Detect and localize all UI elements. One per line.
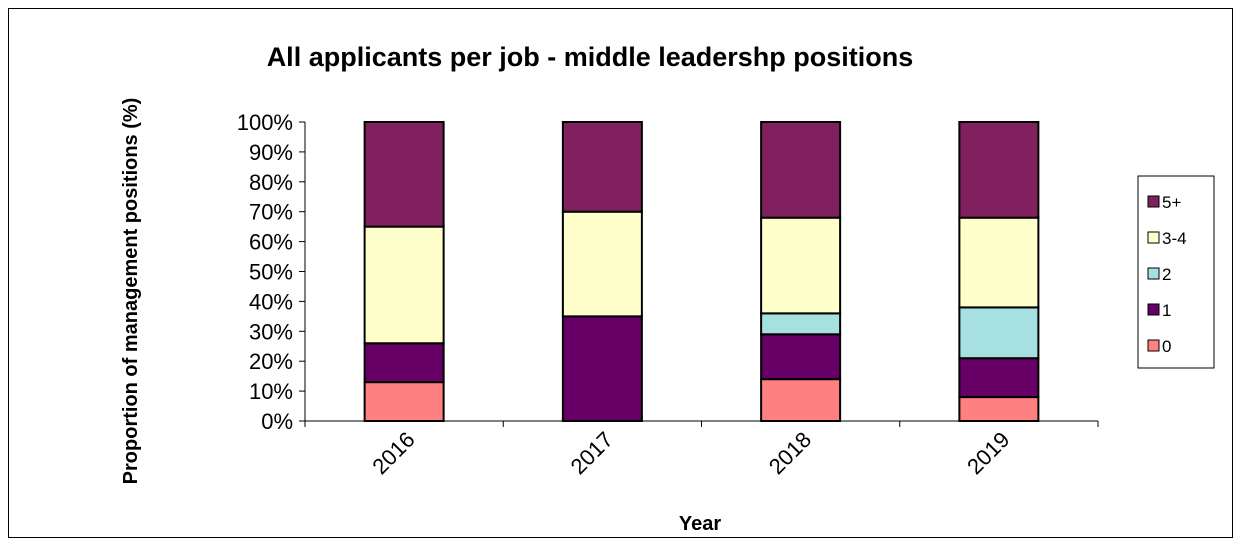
y-axis: 0% 10% 20% 30% 40% 50% 60% 70% 80% 90% 100%: [237, 110, 306, 434]
y-tick-label: 90%: [249, 140, 293, 165]
bar-segment: [363, 121, 445, 228]
legend-label: 1: [1162, 301, 1171, 320]
bar-segment: [363, 381, 445, 423]
legend-swatch: [1147, 231, 1160, 244]
y-tick-label: 40%: [249, 289, 293, 314]
legend-label: 2: [1162, 265, 1171, 284]
x-axis-title: Year: [679, 513, 721, 535]
bar-segment: [958, 357, 1040, 399]
bars: [363, 121, 1040, 423]
x-axis: 2016 2017 2018 2019: [304, 420, 1099, 479]
x-tick-label: 2019: [962, 427, 1014, 479]
bar-segment: [958, 396, 1040, 422]
legend-label: 0: [1162, 337, 1171, 356]
y-tick-label: 30%: [249, 319, 293, 344]
bar-segment: [363, 225, 445, 345]
bar-segment: [561, 121, 643, 213]
y-tick-label: 80%: [249, 170, 293, 195]
y-tick-label: 60%: [249, 230, 293, 255]
bar-segment: [760, 333, 842, 381]
y-tick-label: 70%: [249, 200, 293, 225]
legend-swatch: [1147, 303, 1160, 316]
chart-title: All applicants per job - middle leadersh…: [267, 42, 914, 72]
bar-segment: [958, 216, 1040, 309]
y-tick-label: 100%: [237, 110, 293, 135]
x-tick-label: 2016: [367, 427, 419, 479]
bar-segment: [760, 378, 842, 423]
bar-segment: [561, 315, 643, 423]
y-tick-label: 50%: [249, 260, 293, 285]
bar-segment: [760, 312, 842, 336]
legend-swatch: [1147, 339, 1160, 352]
y-tick-label: 20%: [249, 349, 293, 374]
y-axis-title: Proportion of management positions (%): [120, 98, 142, 485]
legend-swatch: [1147, 267, 1160, 280]
y-tick-label: 0%: [261, 409, 293, 434]
bar-segment: [561, 210, 643, 318]
legend-swatch: [1147, 195, 1160, 208]
bar-segment: [760, 216, 842, 315]
x-tick-label: 2017: [566, 427, 618, 479]
bar-segment: [958, 121, 1040, 219]
legend-label: 5+: [1162, 193, 1181, 212]
bar-segment: [958, 306, 1040, 360]
y-tick-label: 10%: [249, 379, 293, 404]
x-tick-label: 2018: [764, 427, 816, 479]
legend: 5+ 3-4 2 1 0: [1137, 175, 1215, 369]
legend-label: 3-4: [1162, 229, 1187, 248]
bar-segment: [760, 121, 842, 219]
bar-segment: [363, 342, 445, 384]
